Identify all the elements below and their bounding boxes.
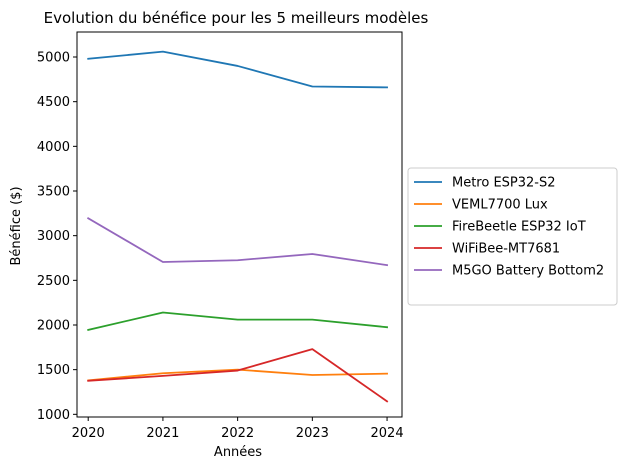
y-tick-label: 4500 [37, 95, 70, 110]
series-line-wifibee-mt7681 [87, 348, 389, 403]
y-tick-label: 1500 [37, 363, 70, 378]
y-tick-label: 3000 [37, 229, 70, 244]
y-tick-label: 1000 [37, 408, 70, 423]
x-axis-ticks: 2020 2021 2022 2023 2024 [72, 417, 404, 441]
legend-entry: M5GO Battery Bottom2 [452, 264, 604, 279]
series-line-m5go-battery-bottom2 [86, 217, 389, 267]
legend-entry: Metro ESP32-S2 [452, 176, 556, 191]
legend-entry: VEML7700 Lux [452, 198, 548, 213]
x-tick-label: 2020 [72, 426, 105, 441]
x-tick-label: 2022 [221, 426, 254, 441]
legend-entry: FireBeetle ESP32 IoT [452, 220, 586, 235]
x-tick-label: 2021 [146, 426, 179, 441]
legend-box [407, 167, 618, 306]
y-tick-label: 3500 [37, 185, 70, 200]
series-line-metro-esp32-s2 [87, 50, 388, 89]
x-tick-label: 2023 [296, 426, 329, 441]
axes-frame [76, 31, 403, 418]
y-axis-label: Bénéfice ($) [9, 186, 24, 265]
chart-title: Evolution du bénéfice pour les 5 meilleu… [44, 9, 429, 27]
y-axis-ticks: 1000 1500 2000 2500 3000 3500 4000 4500 5000 [37, 51, 77, 423]
legend-entry: WiFiBee-MT7681 [452, 242, 560, 257]
series-line-firebeetle-esp32-iot [87, 311, 389, 331]
y-tick-label: 4000 [37, 140, 70, 155]
y-tick-label: 5000 [37, 51, 70, 66]
series-group [86, 50, 389, 403]
y-tick-label: 2000 [37, 318, 70, 333]
y-tick-label: 2500 [37, 274, 70, 289]
legend: Metro ESP32-S2 VEML7700 Lux FireBeetle ESP… [407, 167, 618, 306]
x-axis-label: Années [214, 445, 262, 460]
x-tick-label: 2024 [371, 426, 404, 441]
plot-area: 2020 2021 2022 2023 2024 1000 1500 2000 2500 300… [37, 31, 404, 441]
